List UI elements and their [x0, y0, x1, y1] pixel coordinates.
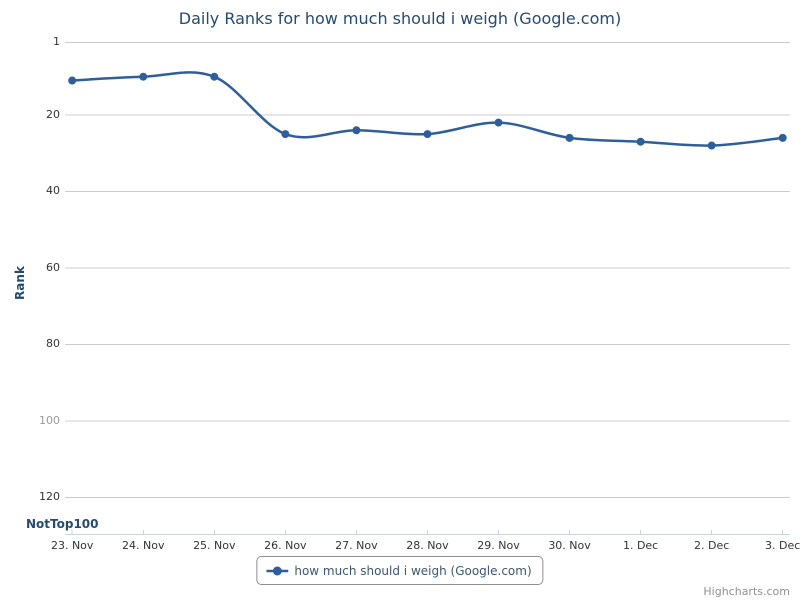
x-axis-label: 23. Nov: [50, 539, 94, 552]
x-axis-label: 26. Nov: [264, 539, 307, 552]
x-axis-label: 29. Nov: [477, 539, 520, 552]
data-point-marker[interactable]: [352, 126, 361, 135]
data-point-marker[interactable]: [707, 141, 716, 150]
highcharts-credit-link[interactable]: Highcharts.com: [703, 585, 790, 598]
y-axis-label: 60: [46, 260, 60, 274]
legend-item-label: how much should i weigh (Google.com): [294, 563, 532, 578]
x-axis-label: 28. Nov: [406, 539, 449, 552]
y-axis-label: 120: [39, 490, 60, 504]
x-axis-label: 30. Nov: [548, 539, 591, 552]
data-point-marker[interactable]: [565, 133, 574, 142]
x-axis-label: 25. Nov: [193, 539, 236, 552]
y-axis-label: 100: [39, 413, 60, 427]
data-point-marker[interactable]: [139, 72, 148, 81]
data-point-marker[interactable]: [778, 133, 787, 142]
legend[interactable]: how much should i weigh (Google.com): [256, 556, 544, 585]
x-axis-label: 1. Dec: [622, 539, 659, 552]
y-axis-nottop100-label: NotTop100: [26, 517, 99, 531]
data-point-marker[interactable]: [494, 118, 503, 127]
data-point-marker[interactable]: [210, 72, 219, 81]
y-axis-label: 1: [53, 35, 60, 49]
legend-dot-icon: [272, 566, 282, 575]
y-axis-label: 20: [46, 107, 60, 121]
x-axis-label: 3. Dec: [765, 539, 800, 552]
chart-title: Daily Ranks for how much should i weigh …: [178, 9, 622, 28]
y-axis-label: 40: [46, 184, 60, 198]
data-point-marker[interactable]: [68, 76, 77, 85]
data-point-marker[interactable]: [636, 137, 645, 146]
data-point-marker[interactable]: [281, 130, 290, 139]
x-axis-label: 2. Dec: [694, 539, 730, 552]
series-marker-icon: [266, 566, 289, 575]
y-axis-label: 80: [46, 337, 60, 351]
data-point-marker[interactable]: [423, 130, 432, 139]
x-axis-label: 27. Nov: [335, 539, 378, 552]
x-axis-label: 24. Nov: [122, 539, 165, 552]
